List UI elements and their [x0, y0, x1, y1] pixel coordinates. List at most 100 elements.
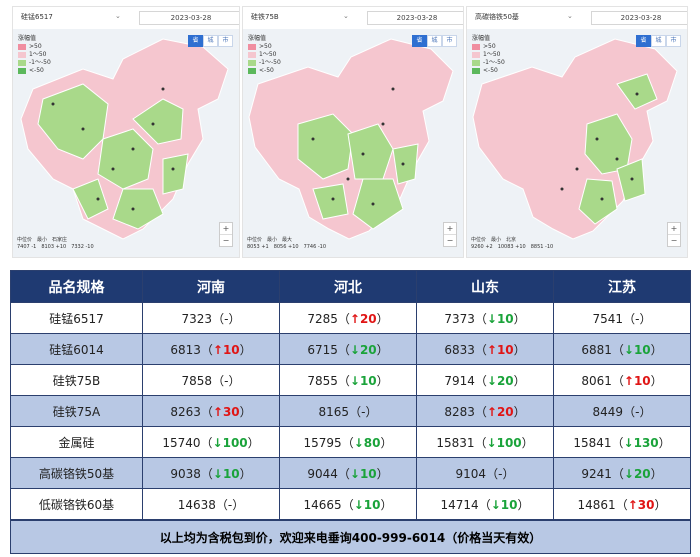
zoom-in-button[interactable]: + — [446, 224, 454, 233]
price-change: - — [498, 466, 503, 481]
price-value: 8283 — [444, 404, 475, 419]
price-value: 7855 — [307, 373, 338, 388]
arrow-down-icon: ↓ — [353, 435, 364, 450]
column-header: 江苏 — [553, 270, 691, 303]
table-row: 金属硅 15740（↓100） 15795（↓80） 15831（↓100） 15841… — [10, 426, 691, 458]
price-value: 15841 — [573, 435, 612, 450]
arrow-down-icon: ↓ — [349, 373, 360, 388]
date-field[interactable]: 2023-03-28 — [139, 11, 239, 25]
map-toolbar: 高碳铬铁50基 ⌄ 2023-03-28 — [467, 7, 687, 30]
legend-item: -1～-50 — [259, 59, 281, 66]
product-select[interactable]: 硅锰6517 — [21, 13, 53, 21]
legend-item: <-50 — [29, 67, 44, 74]
price-change: 30 — [637, 497, 655, 512]
zoom-out-button[interactable]: − — [668, 234, 680, 246]
chevron-down-icon[interactable]: ⌄ — [567, 12, 573, 20]
arrow-up-icon: ↑ — [623, 373, 634, 388]
view-button-province[interactable]: 省 — [412, 35, 427, 47]
date-field[interactable]: 2023-03-28 — [367, 11, 463, 25]
china-price-map — [467, 29, 687, 257]
view-button-city[interactable]: 城 — [427, 35, 442, 47]
product-name-cell: 硅锰6014 — [10, 333, 143, 365]
table-row: 高碳铬铁50基 9038（↓10） 9044（↓10） 9104（-） 9241（↓20… — [10, 457, 691, 489]
price-change: 10 — [359, 466, 377, 481]
arrow-up-icon: ↑ — [212, 404, 223, 419]
price-value: 14665 — [303, 497, 342, 512]
price-cell: 8061（↑10） — [553, 364, 691, 396]
price-cell: 15831（↓100） — [416, 426, 554, 458]
price-value: 8449 — [592, 404, 624, 419]
map-toolbar: 硅铁75B ⌄ 2023-03-28 — [243, 7, 463, 30]
price-change: 130 — [633, 435, 659, 450]
price-cell: 9104（-） — [416, 457, 554, 489]
chevron-down-icon[interactable]: ⌄ — [343, 12, 349, 20]
price-change: - — [635, 404, 640, 419]
table-footer-row: 以上均为含税包到价，欢迎来电垂询400-999-6014（价格当天有效） — [10, 519, 691, 554]
price-cell: 14861（↑30） — [553, 488, 691, 521]
view-button-province[interactable]: 省 — [636, 35, 651, 47]
table-row: 硅铁75A 8263（↑30） 8165（-） 8283（↑20） 8449（-） — [10, 395, 691, 427]
chevron-down-icon[interactable]: ⌄ — [115, 12, 121, 20]
price-change: - — [361, 404, 366, 419]
view-button-market[interactable]: 市 — [442, 35, 457, 47]
price-change: 10 — [359, 373, 377, 388]
view-button-market[interactable]: 市 — [218, 35, 233, 47]
legend-item: 1～50 — [259, 51, 277, 58]
legend-item: -1～-50 — [483, 59, 505, 66]
summary-label: 中位价 — [471, 237, 487, 243]
product-select[interactable]: 硅铁75B — [251, 13, 279, 21]
column-header: 品名规格 — [10, 270, 143, 303]
price-cell: 15841（↓130） — [553, 426, 691, 458]
map-panel-2: 硅铁75B ⌄ 2023-03-28 涨幅值 >50 1～50 -1～-50 <… — [242, 6, 464, 258]
view-toggle: 省 城 市 — [412, 35, 457, 47]
summary-label: 最大 — [282, 237, 293, 243]
product-name-cell: 金属硅 — [10, 426, 143, 458]
map-panel-3: 高碳铬铁50基 ⌄ 2023-03-28 涨幅值 >50 1～50 -1～-50… — [466, 6, 688, 258]
product-name-cell: 硅锰6517 — [10, 302, 143, 334]
view-button-city[interactable]: 城 — [651, 35, 666, 47]
china-price-map — [243, 29, 463, 257]
column-header: 山东 — [416, 270, 554, 303]
map-panels: 硅锰6517 ⌄ 2023-03-28 涨幅值 >50 1～50 -1～-50 … — [0, 0, 700, 262]
zoom-in-button[interactable]: + — [670, 224, 678, 233]
price-value: 15795 — [303, 435, 342, 450]
product-select[interactable]: 高碳铬铁50基 — [475, 13, 519, 21]
zoom-out-button[interactable]: − — [220, 234, 232, 246]
arrow-down-icon: ↓ — [349, 466, 360, 481]
arrow-down-icon: ↓ — [490, 497, 501, 512]
summary-label: 北京 — [506, 237, 517, 243]
arrow-down-icon: ↓ — [212, 435, 223, 450]
price-value: 9104 — [455, 466, 487, 481]
price-value: 6715 — [307, 342, 338, 357]
summary-value: 8103 +10 — [41, 244, 67, 250]
arrow-down-icon: ↓ — [486, 435, 497, 450]
price-change: 10 — [633, 342, 651, 357]
arrow-down-icon: ↓ — [623, 435, 634, 450]
arrow-down-icon: ↓ — [212, 466, 223, 481]
price-note: 以上均为含税包到价，欢迎来电垂询400-999-6014（价格当天有效） — [10, 519, 691, 554]
zoom-in-button[interactable]: + — [222, 224, 230, 233]
summary-value: 8851 -10 — [530, 244, 554, 250]
price-cell: 6813（↑10） — [142, 333, 280, 365]
summary-label: 中位价 — [247, 237, 263, 243]
price-cell: 7855（↓10） — [279, 364, 417, 396]
summary-value: 9260 +2 — [471, 244, 493, 250]
price-change: - — [224, 311, 229, 326]
date-field[interactable]: 2023-03-28 — [591, 11, 687, 25]
legend-title: 涨幅值 — [472, 35, 491, 42]
summary-label: 最小 — [267, 237, 278, 243]
price-value: 8165 — [318, 404, 350, 419]
zoom-out-button[interactable]: − — [444, 234, 456, 246]
legend-item: >50 — [29, 43, 42, 50]
table-row: 硅铁75B 7858（-） 7855（↓10） 7914（↓20） 8061（↑10） — [10, 364, 691, 396]
price-cell: 7541（-） — [553, 302, 691, 334]
legend-item: >50 — [259, 43, 272, 50]
price-cell: 15795（↓80） — [279, 426, 417, 458]
view-button-city[interactable]: 城 — [203, 35, 218, 47]
view-button-province[interactable]: 省 — [188, 35, 203, 47]
price-change: - — [227, 497, 233, 512]
product-name-cell: 高碳铬铁50基 — [10, 457, 143, 489]
summary-value: 8053 +1 — [247, 244, 269, 250]
price-cell: 9038（↓10） — [142, 457, 280, 489]
view-button-market[interactable]: 市 — [666, 35, 681, 47]
